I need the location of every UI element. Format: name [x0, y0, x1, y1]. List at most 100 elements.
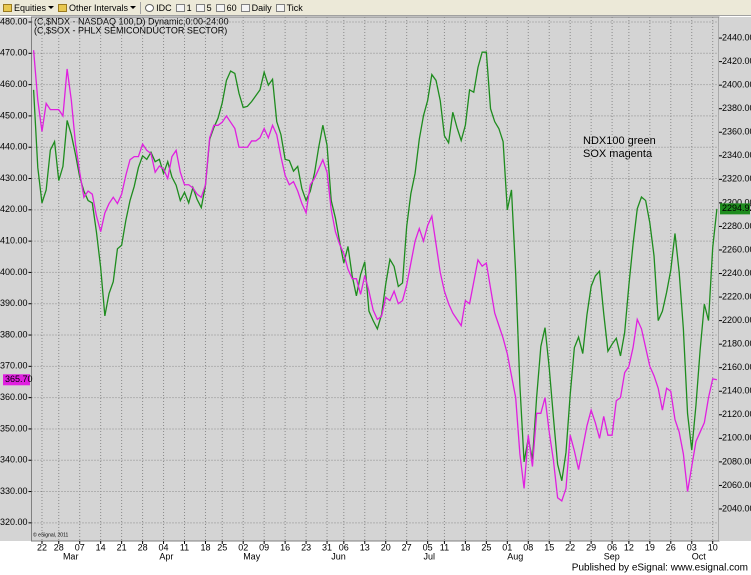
x-tick-label: 21 — [117, 542, 127, 552]
y-tick-label: 460.00 — [0, 79, 28, 89]
toolbar-label[interactable]: Equities — [14, 2, 47, 13]
y2-tick-label: 2420.00 — [722, 56, 751, 66]
y-tick-label: 370.00 — [0, 361, 28, 371]
watermark: © eSignal, 2011 — [33, 531, 69, 538]
y-tick-label: 340.00 — [0, 455, 28, 465]
toolbar-label[interactable]: IDC — [156, 2, 172, 13]
last-value-box — [720, 203, 750, 215]
toolbar-button[interactable]: 5 — [195, 2, 212, 13]
last-value-label: 365.70 — [5, 374, 33, 384]
y-tick-label: 390.00 — [0, 298, 28, 308]
toolbar: Equities Other Intervals IDC 1 5 60 Dail… — [0, 0, 751, 16]
x-tick-label: 31 — [322, 542, 332, 552]
x-tick-label: 18 — [200, 542, 210, 552]
toolbar-label[interactable]: 60 — [226, 2, 237, 13]
toolbar-label[interactable]: Other Intervals — [69, 2, 129, 13]
x-tick-label: 11 — [180, 542, 189, 552]
toolbar-label[interactable]: Tick — [286, 2, 303, 13]
toolbar-button[interactable]: IDC — [145, 3, 172, 13]
y-tick-label: 480.00 — [0, 16, 28, 26]
x-tick-label: 25 — [217, 542, 227, 552]
x-tick-label: 18 — [460, 542, 470, 552]
y2-tick-label: 2040.00 — [722, 503, 751, 513]
y-tick-label: 420.00 — [0, 204, 28, 214]
toolbar-button[interactable]: Other Intervals — [58, 2, 137, 13]
toolbar-button[interactable]: Tick — [275, 2, 303, 13]
month-label: Mar — [63, 551, 79, 561]
annotation: NDX100 green — [583, 135, 656, 147]
x-tick-label: 11 — [440, 542, 449, 552]
y-tick-label: 330.00 — [0, 486, 28, 496]
toolbar-button[interactable]: Equities — [3, 2, 55, 13]
y-tick-label: 440.00 — [0, 142, 28, 152]
month-label: Jul — [423, 551, 435, 561]
y-tick-label: 450.00 — [0, 110, 28, 120]
x-tick-label: 29 — [586, 542, 596, 552]
month-label: Aug — [507, 551, 523, 561]
series-header: (C,$NDX - NASDAQ 100,D) Dynamic,0:00-24:… — [34, 16, 229, 26]
y2-tick-label: 2100.00 — [722, 433, 751, 443]
y-tick-label: 430.00 — [0, 173, 28, 183]
y-tick-label: 410.00 — [0, 235, 28, 245]
y2-tick-label: 2200.00 — [722, 315, 751, 325]
y2-tick-label: 2180.00 — [722, 339, 751, 349]
x-tick-label: 03 — [687, 542, 697, 552]
x-tick-label: 28 — [138, 542, 148, 552]
y2-tick-label: 2440.00 — [722, 32, 751, 42]
x-tick-label: 26 — [666, 542, 676, 552]
x-tick-label: 08 — [523, 542, 533, 552]
toolbar-label[interactable]: 5 — [206, 2, 212, 13]
y2-tick-label: 2400.00 — [722, 80, 751, 90]
y-tick-label: 350.00 — [0, 423, 28, 433]
month-label: Apr — [159, 551, 173, 561]
x-tick-label: 09 — [259, 542, 269, 552]
y2-tick-label: 2220.00 — [722, 291, 751, 301]
x-tick-label: 23 — [301, 542, 311, 552]
x-tick-label: 07 — [75, 542, 85, 552]
series-header: (C,$SOX - PHLX SEMICONDUCTOR SECTOR) — [34, 25, 227, 35]
toolbar-label[interactable]: Daily — [251, 2, 272, 13]
y2-tick-label: 2340.00 — [722, 150, 751, 160]
x-tick-label: 06 — [339, 542, 349, 552]
month-label: Oct — [692, 551, 707, 561]
y2-tick-label: 2380.00 — [722, 103, 751, 113]
y-tick-label: 380.00 — [0, 329, 28, 339]
y2-tick-label: 2300.00 — [722, 197, 751, 207]
x-tick-label: 05 — [423, 542, 433, 552]
y2-tick-label: 2060.00 — [722, 480, 751, 490]
x-tick-label: 01 — [502, 542, 512, 552]
y2-tick-label: 2140.00 — [722, 386, 751, 396]
x-tick-label: 20 — [381, 542, 391, 552]
right-axis-area — [719, 17, 751, 541]
x-tick-label: 25 — [481, 542, 491, 552]
plot-area — [31, 16, 720, 542]
toolbar-label[interactable]: 1 — [186, 2, 192, 13]
y2-tick-label: 2080.00 — [722, 456, 751, 466]
month-label: Jun — [331, 551, 346, 561]
x-tick-label: 22 — [565, 542, 575, 552]
x-tick-label: 02 — [238, 542, 248, 552]
y2-tick-label: 2160.00 — [722, 362, 751, 372]
x-tick-label: 15 — [544, 542, 554, 552]
x-tick-label: 28 — [54, 542, 64, 552]
y2-tick-label: 2120.00 — [722, 409, 751, 419]
y-tick-label: 400.00 — [0, 267, 28, 277]
y2-tick-label: 2320.00 — [722, 174, 751, 184]
toolbar-button[interactable]: 1 — [175, 2, 192, 13]
y-tick-label: 470.00 — [0, 48, 28, 58]
x-tick-label: 22 — [37, 542, 47, 552]
series-line — [32, 50, 718, 502]
annotation: SOX magenta — [583, 148, 653, 160]
x-tick-label: 04 — [159, 542, 169, 552]
x-tick-label: 14 — [96, 542, 106, 552]
left-axis-area — [0, 17, 31, 541]
toolbar-button[interactable]: 60 — [215, 2, 237, 13]
footer: Published by eSignal: www.esignal.com — [572, 563, 748, 574]
month-label: Sep — [604, 551, 620, 561]
y2-tick-label: 2360.00 — [722, 127, 751, 137]
x-tick-label: 12 — [624, 542, 634, 552]
toolbar-button[interactable]: Daily — [240, 2, 272, 13]
x-tick-label: 13 — [360, 542, 370, 552]
x-tick-label: 27 — [402, 542, 412, 552]
